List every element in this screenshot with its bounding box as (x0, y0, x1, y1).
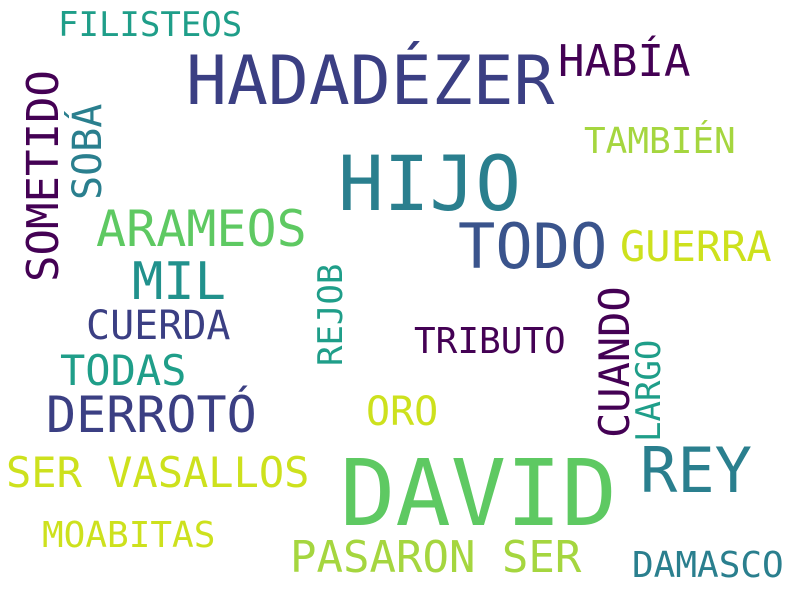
word-sometido: SOMETIDO (18, 70, 69, 282)
word-rey: REY (640, 434, 752, 507)
word-oro: ORO (366, 389, 439, 435)
word-ser-vasallos: SER VASALLOS (6, 448, 310, 497)
word-soba: SOBÁ (65, 103, 111, 200)
word-largo: LARGO (629, 339, 669, 442)
word-cuerda: CUERDA (86, 303, 231, 349)
word-todas: TODAS (60, 346, 187, 395)
word-pasaron-ser: PASARON SER (290, 532, 582, 583)
word-habia: HABÍA (558, 36, 691, 87)
word-hadadezer: HADADÉZER (186, 42, 555, 121)
word-guerra: GUERRA (620, 222, 772, 271)
word-moabitas: MOABITAS (42, 515, 216, 556)
word-todo: TODO (458, 210, 608, 283)
word-david: DAVID (340, 440, 617, 547)
word-tambien: TAMBIÉN (584, 121, 736, 162)
word-hijo: HIJO (338, 139, 522, 228)
word-mil: MIL (132, 252, 226, 312)
word-arameos: ARAMEOS (96, 200, 307, 258)
word-rejob: REJOB (311, 263, 351, 366)
word-derroto: DERROTÓ (46, 386, 257, 444)
word-filisteos: FILISTEOS (58, 5, 243, 45)
word-tributo: TRIBUTO (414, 321, 566, 362)
word-damasco: DAMASCO (632, 545, 784, 586)
